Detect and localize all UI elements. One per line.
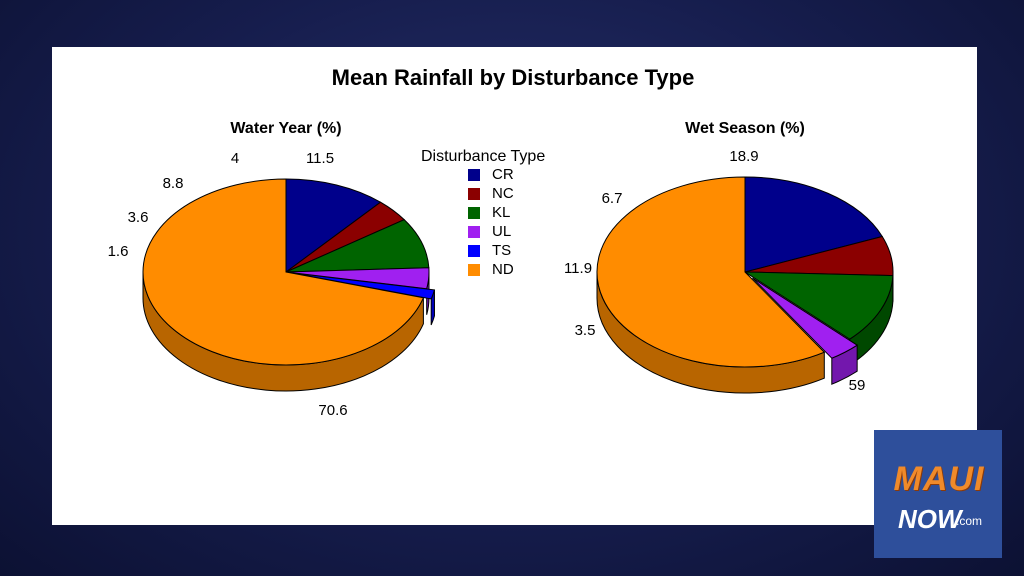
pie-slice-nd (142, 178, 425, 366)
legend-swatch-nd (468, 264, 480, 276)
legend-swatch-kl (468, 207, 480, 219)
legend-title: Disturbance Type (421, 148, 545, 165)
slice-label-ul: 3.6 (128, 209, 149, 226)
slice-label-nd: 59 (849, 377, 866, 394)
legend-swatch-nc (468, 188, 480, 200)
slice-label-ul: 3.5 (575, 322, 596, 339)
logo-dotcom-text: .com (956, 514, 983, 528)
logo-maui-text: MAUI (893, 460, 985, 498)
slice-label-kl: 11.9 (564, 260, 592, 277)
maui-now-logo: MAUI NOW .com (874, 430, 1002, 558)
legend-items: CR NC KL UL TS ND (468, 166, 514, 278)
legend-label-nc: NC (492, 185, 514, 202)
pies-group: 11.5 4 8.8 3.6 1.6 70.6 18.9 6.7 11.9 3.5 59 (108, 148, 894, 419)
chart-title: Mean Rainfall by Disturbance Type (332, 65, 695, 90)
chart-svg: Mean Rainfall by Disturbance Type Water … (108, 65, 894, 419)
chart-panel: Mean Rainfall by Disturbance Type Water … (52, 47, 977, 525)
pie-title-water-year: Water Year (%) (230, 120, 341, 137)
legend-label-ts: TS (492, 242, 511, 259)
slice-label-ts: 1.6 (108, 243, 129, 260)
pie-1: 18.9 6.7 11.9 3.5 59 (564, 148, 894, 394)
pie-slice-kl (743, 271, 894, 340)
legend-swatch-cr (468, 169, 480, 181)
logo-now-text: NOW (898, 504, 962, 534)
slice-label-nc: 6.7 (602, 190, 623, 207)
pie-slice-ul (752, 277, 859, 359)
legend-swatch-ul (468, 226, 480, 238)
legend: Disturbance Type CR NC KL UL TS ND (421, 148, 545, 278)
pie-title-wet-season: Wet Season (%) (685, 120, 805, 137)
legend-label-kl: KL (492, 204, 510, 221)
slice-label-cr: 18.9 (729, 148, 758, 165)
legend-swatch-ts (468, 245, 480, 257)
slice-label-nc: 4 (231, 150, 239, 167)
slice-label-nd: 70.6 (318, 402, 347, 419)
pie-slice-nd (596, 176, 826, 368)
pie-slice-cr (744, 176, 884, 273)
legend-label-nd: ND (492, 261, 514, 278)
legend-label-ul: UL (492, 223, 511, 240)
pie-0: 11.5 4 8.8 3.6 1.6 70.6 (108, 150, 436, 419)
slice-label-kl: 8.8 (163, 175, 184, 192)
pie-slice-cr (285, 178, 382, 273)
legend-label-cr: CR (492, 166, 514, 183)
slice-label-cr: 11.5 (306, 150, 334, 167)
